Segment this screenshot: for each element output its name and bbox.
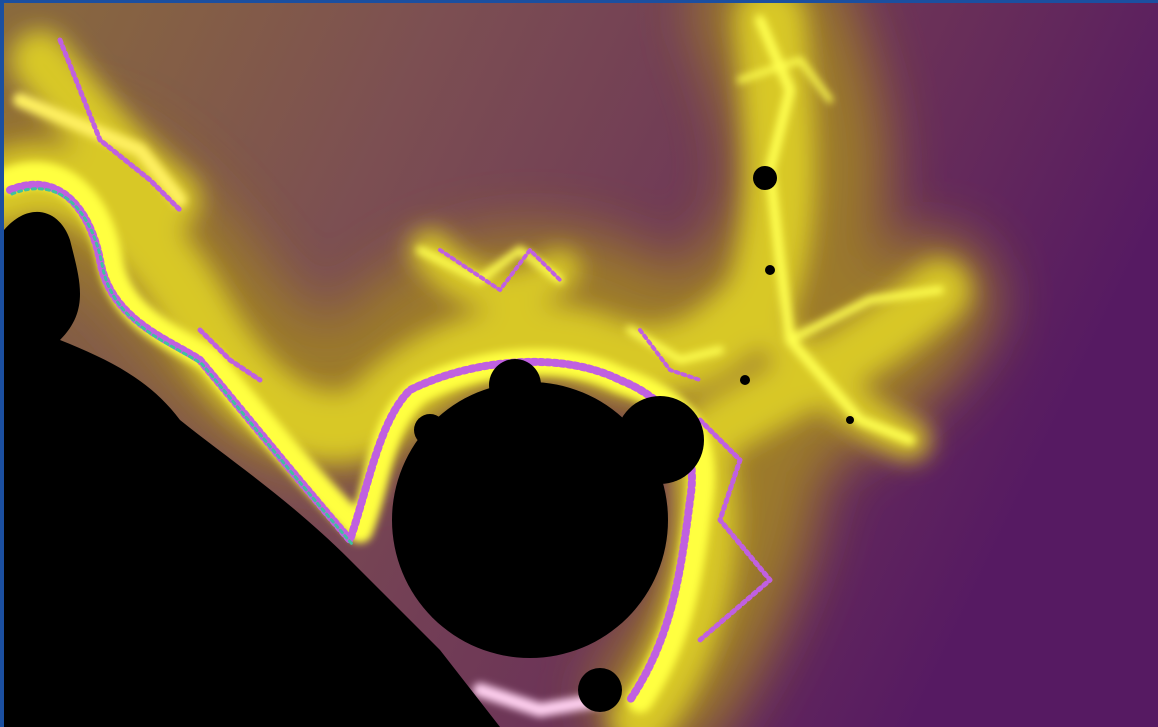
- frame-edge: [0, 0, 1158, 3]
- bright-edge: [0, 15, 944, 717]
- filament-fringe: [6, 37, 773, 704]
- frame-edge: [0, 0, 4, 727]
- set-interior: [4, 166, 854, 727]
